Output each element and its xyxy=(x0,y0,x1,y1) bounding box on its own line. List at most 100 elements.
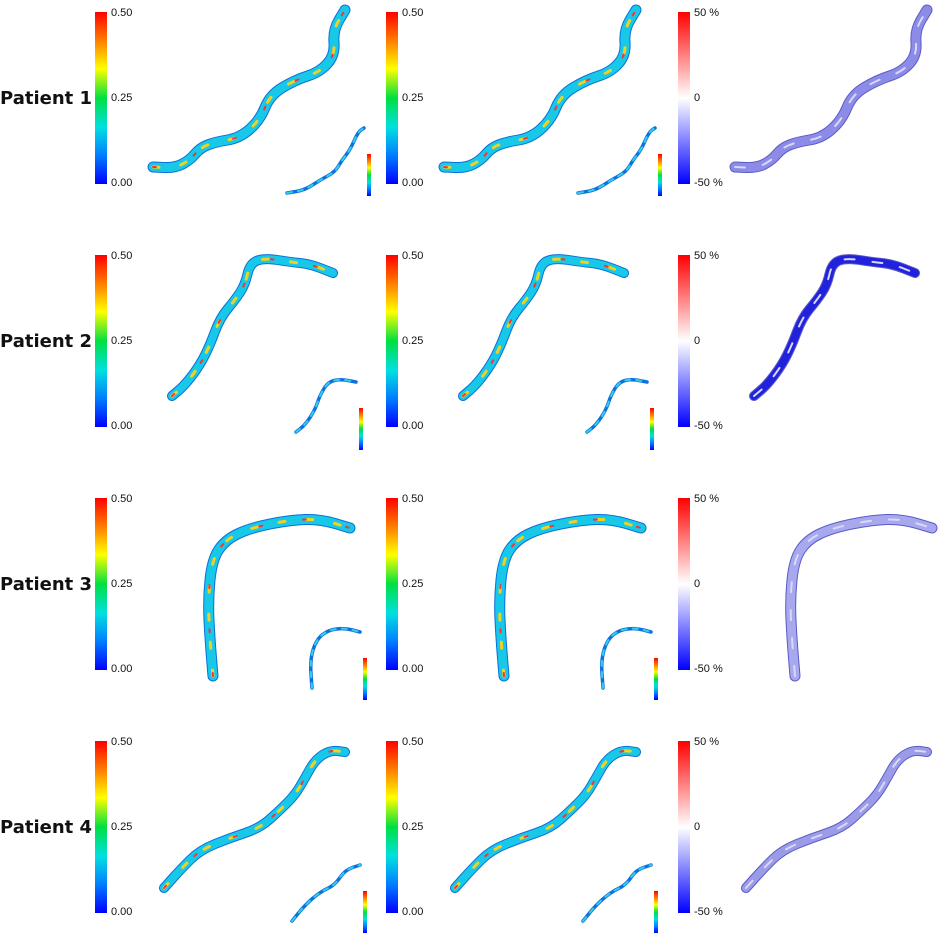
colorbar-tick-label: 0.50 xyxy=(111,250,133,262)
inset-colorbar xyxy=(367,154,371,196)
colorbar-tick-label: 0.50 xyxy=(402,250,424,262)
vessel-wss-map xyxy=(439,5,641,173)
inset-vessel-map xyxy=(286,127,365,194)
colorbar xyxy=(678,255,690,427)
colorbar-tick-label: 50 % xyxy=(694,250,720,262)
colorbar-tick-label: 0.00 xyxy=(111,906,133,918)
vessel-hotspots xyxy=(442,8,638,170)
inset-colorbar xyxy=(650,408,654,450)
colorbar xyxy=(678,741,690,913)
colorbar xyxy=(386,741,398,913)
inset-colorbar xyxy=(359,408,363,450)
inset-vessel xyxy=(600,626,653,690)
vessel-wss-map xyxy=(451,746,640,892)
vessel-hotspots xyxy=(453,749,638,890)
inset-vessel xyxy=(309,626,362,690)
vessel-highlight xyxy=(734,9,928,169)
colorbar-tick-label: 50 % xyxy=(694,736,720,748)
row-label-patient-1: Patient 1 xyxy=(0,88,93,109)
vessel-wss-map xyxy=(160,746,349,892)
colorbar-tick-label: 0.50 xyxy=(402,7,424,19)
colorbar-tick-label: 0 xyxy=(694,335,701,347)
vessel-hotspots xyxy=(461,257,626,398)
colorbar-tick-label: 0.50 xyxy=(402,736,424,748)
inset-colorbar xyxy=(654,891,658,933)
colorbar-tick-label: 0.00 xyxy=(111,177,133,189)
colorbar-tick-label: 0.00 xyxy=(402,177,424,189)
colorbar-tick-label: 0.25 xyxy=(402,335,424,347)
vessel-outline xyxy=(147,4,351,174)
colorbar-tick-label: -50 % xyxy=(694,177,723,189)
inset-vessel-map xyxy=(582,864,652,922)
vessel-wss-map xyxy=(148,5,350,173)
colorbar-tick-label: 0.50 xyxy=(111,7,133,19)
colorbar xyxy=(95,12,107,184)
vessel-hotspots-high xyxy=(454,749,637,889)
colorbar-tick-label: 0.00 xyxy=(111,663,133,675)
inset-vessel xyxy=(285,126,366,195)
inset-colorbar xyxy=(363,658,367,700)
vessel-outline xyxy=(729,4,933,174)
colorbar-tick-label: 0.00 xyxy=(402,906,424,918)
vessel-difference-map xyxy=(786,514,937,681)
vessel-wss-map xyxy=(495,514,646,681)
vessel-hotspots xyxy=(151,8,347,170)
colorbar-tick-label: -50 % xyxy=(694,663,723,675)
vessel-hotspots-high xyxy=(443,9,637,169)
colorbar-tick-label: 0.50 xyxy=(111,493,133,505)
vessel-outline xyxy=(159,745,350,893)
inset-colorbar xyxy=(658,154,662,196)
colorbar-tick-label: 0.00 xyxy=(111,420,133,432)
inset-vessel xyxy=(290,863,362,923)
colorbar-tick-label: 0.00 xyxy=(402,663,424,675)
row-label-patient-4: Patient 4 xyxy=(0,817,93,838)
vessel-difference-map xyxy=(730,5,932,173)
inset-vessel-map xyxy=(309,627,361,689)
inset-vessel-map xyxy=(291,864,361,922)
vessel-highlight xyxy=(789,518,933,677)
inset-vessel-map xyxy=(586,378,648,433)
colorbar-tick-label: 0.25 xyxy=(402,578,424,590)
colorbar xyxy=(678,498,690,670)
colorbar xyxy=(386,255,398,427)
inset-vessel xyxy=(576,126,657,195)
vessel-hotspots xyxy=(162,749,347,890)
inset-vessel-map xyxy=(577,127,656,194)
colorbar-tick-label: 0.25 xyxy=(402,92,424,104)
colorbar-tick-label: 0.25 xyxy=(111,335,133,347)
colorbar-tick-label: 0 xyxy=(694,578,701,590)
vessel-hotspots xyxy=(498,517,643,678)
colorbar-tick-label: 0.25 xyxy=(111,821,133,833)
inset-vessel xyxy=(581,863,653,923)
colorbar xyxy=(386,498,398,670)
colorbar-tick-label: -50 % xyxy=(694,906,723,918)
colorbar xyxy=(386,12,398,184)
vessel-difference-map xyxy=(750,255,919,400)
colorbar-tick-label: 0.00 xyxy=(402,420,424,432)
colorbar-tick-label: -50 % xyxy=(694,420,723,432)
colorbar-tick-label: 0.50 xyxy=(111,736,133,748)
colorbar-tick-label: 0.25 xyxy=(402,821,424,833)
inset-vessel-map xyxy=(295,378,357,433)
colorbar-tick-label: 0.25 xyxy=(111,578,133,590)
vessel-outline xyxy=(450,745,641,893)
colorbar-tick-label: 50 % xyxy=(694,7,720,19)
colorbar xyxy=(95,498,107,670)
colorbar xyxy=(95,255,107,427)
vessel-hotspots xyxy=(170,257,335,398)
vessel-highlight xyxy=(745,749,928,889)
vessel-outline xyxy=(438,4,642,174)
inset-colorbar xyxy=(363,891,367,933)
vessel-difference-map xyxy=(742,746,931,892)
vessel-hotspots-high xyxy=(152,9,346,169)
vessel-outline xyxy=(741,745,932,893)
inset-vessel-map xyxy=(600,627,652,689)
colorbar xyxy=(95,741,107,913)
vessel-wss-map xyxy=(168,255,337,400)
colorbar-tick-label: 50 % xyxy=(694,493,720,505)
colorbar-tick-label: 0 xyxy=(694,821,701,833)
vessel-hotspots xyxy=(207,517,352,678)
colorbar-tick-label: 0.25 xyxy=(111,92,133,104)
